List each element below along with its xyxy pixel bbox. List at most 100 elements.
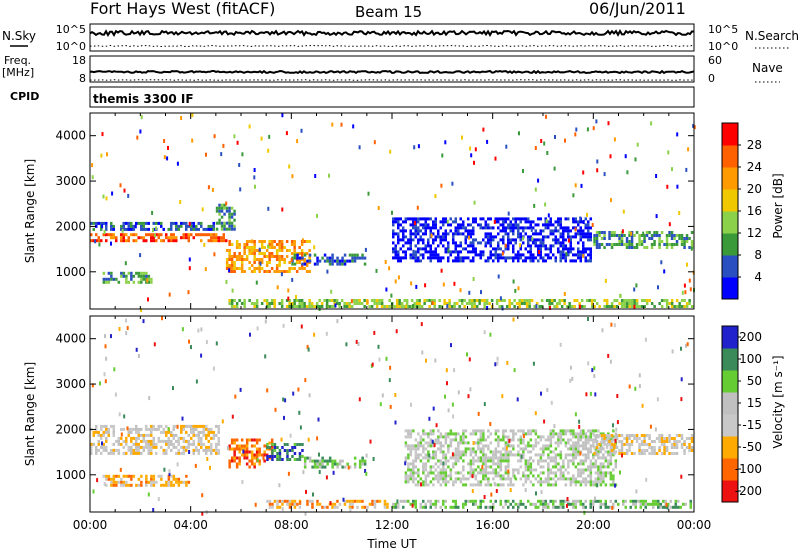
x-axis-label: Time UT [366, 537, 417, 551]
power-ylabel: Slant Range [km] [23, 159, 37, 263]
power-colorbar-label-1: 24 [747, 160, 762, 174]
xtick-label-1: 04:00 [173, 518, 208, 532]
velocity-band-3 [266, 443, 304, 461]
velocity-colorbar-swatch-1 [722, 458, 738, 481]
nsky-panel: N.Sky 10^5 10^0 10^5 10^0 N.Search [2, 23, 799, 53]
power-ytick-label-2: 2000 [55, 219, 86, 233]
velocity-colorbar: 200 100 50 15 -15 -50 -100 -200 [721, 325, 762, 503]
power-colorbar-label-3: 16 [747, 204, 762, 218]
power-band-3 [225, 240, 311, 273]
velocity-colorbar-frame [721, 325, 739, 503]
velocity-colorbar-swatch-2 [722, 436, 738, 459]
power-colorbar-label-5: 8 [754, 248, 762, 262]
xtick-label-2: 08:00 [274, 518, 309, 532]
freq-trace [89, 69, 695, 75]
nave-tick-bottom: 0 [708, 72, 715, 85]
velocity-colorbar-label-3: 15 [747, 396, 762, 410]
power-colorbar-swatch-0 [722, 277, 738, 300]
velocity-colorbar-label-1: 100 [739, 352, 762, 366]
power-colorbar-label: Power [dB] [771, 173, 785, 238]
power-band-6 [392, 217, 592, 263]
power-ytick-label-3: 1000 [55, 265, 86, 279]
xtick-label-3: 12:00 [375, 518, 410, 532]
velocity-colorbar-label-5: -50 [742, 440, 762, 454]
velocity-band-8 [392, 499, 692, 509]
power-band-7 [593, 231, 694, 249]
power-data-layer [90, 113, 696, 313]
power-band-4 [215, 203, 236, 231]
power-colorbar-label-6: 4 [754, 270, 762, 284]
xtick-label-5: 20:00 [576, 518, 611, 532]
freq-label-line1: Freq. [4, 54, 31, 67]
power-colorbar-swatch-3 [722, 211, 738, 234]
power-colorbar-swatch-1 [722, 255, 738, 278]
velocity-colorbar-label-7: -200 [735, 484, 762, 498]
power-colorbar-swatch-2 [722, 233, 738, 256]
nsearch-tick-bottom: 10^0 [708, 40, 738, 53]
velocity-x-ticks: 00:00 04:00 08:00 12:00 16:00 20:00 00:00 [73, 518, 712, 532]
cpid-panel: CPID themis 3300 IF [10, 86, 695, 108]
velocity-band-7 [266, 499, 389, 509]
nave-label: Nave [752, 61, 783, 75]
velocity-colorbar-label: Velocity [m s⁻¹] [771, 355, 785, 448]
xtick-label-4: 16:00 [475, 518, 510, 532]
velocity-noise [91, 316, 689, 516]
power-band-5 [291, 253, 367, 266]
velocity-ytick-label-1: 3000 [55, 377, 86, 391]
cpid-program: themis 3300 IF [93, 92, 194, 106]
velocity-band-1 [102, 474, 191, 487]
station-title: Fort Hays West (fitACF) [90, 0, 275, 18]
power-colorbar-swatch-7 [722, 123, 738, 146]
velocity-ytick-label-2: 2000 [55, 422, 86, 436]
velocity-panel: 4000 3000 2000 1000 00:00 04:00 08:00 12:00 16:… [23, 315, 785, 551]
beam-title: Beam 15 [355, 3, 422, 21]
xtick-label-0: 00:00 [73, 518, 108, 532]
nsky-tick-top: 10^5 [56, 23, 86, 36]
power-colorbar-swatch-6 [722, 145, 738, 168]
power-band-1 [90, 221, 215, 231]
date-title: 06/Jun/2011 [589, 0, 686, 18]
freq-tick-top: 18 [72, 54, 86, 67]
power-ytick-label-1: 3000 [55, 174, 86, 188]
velocity-data-layer [90, 316, 694, 516]
nsearch-trace [89, 44, 695, 48]
cpid-label: CPID [10, 90, 39, 103]
power-band-0 [90, 233, 228, 243]
velocity-band-4 [303, 456, 367, 469]
power-ytick-label-0: 4000 [55, 129, 86, 143]
power-noise [91, 113, 696, 313]
power-panel: 4000 3000 2000 1000 Slant Range [km] 28 24 20… [23, 112, 785, 313]
power-colorbar-swatch-4 [722, 189, 738, 212]
nsearch-label: N.Search [745, 29, 799, 43]
power-colorbar-label-0: 28 [747, 138, 762, 152]
power-colorbar-label-2: 20 [747, 182, 762, 196]
velocity-band-6 [593, 434, 694, 455]
velocity-band-5 [404, 429, 618, 487]
velocity-ytick-label-3: 1000 [55, 468, 86, 482]
freq-panel: Freq. [MHz] 18 8 60 0 Nave [2, 54, 783, 85]
velocity-colorbar-swatch-5 [722, 370, 738, 393]
velocity-colorbar-swatch-0 [722, 480, 738, 503]
nsky-tick-bottom: 10^0 [56, 40, 86, 53]
freq-label-line2: [MHz] [2, 66, 34, 79]
velocity-colorbar-label-6: -100 [735, 462, 762, 476]
velocity-ytick-label-0: 4000 [55, 332, 86, 346]
nsky-label: N.Sky [2, 29, 36, 43]
velocity-colorbar-label-4: -15 [742, 418, 762, 432]
nsearch-tick-top: 10^5 [708, 23, 738, 36]
velocity-colorbar-label-0: 200 [739, 330, 762, 344]
freq-tick-bottom: 8 [79, 72, 86, 85]
velocity-band-0 [90, 424, 220, 455]
nsky-trace [89, 28, 695, 38]
power-band-2 [102, 271, 153, 284]
power-colorbar: 28 24 20 16 12 8 4 [721, 122, 762, 300]
velocity-colorbar-swatch-4 [722, 392, 738, 415]
velocity-colorbar-swatch-3 [722, 414, 738, 437]
velocity-colorbar-swatch-6 [722, 348, 738, 371]
velocity-colorbar-swatch-7 [722, 326, 738, 349]
power-colorbar-label-4: 12 [747, 226, 762, 240]
xtick-label-6: 00:00 [677, 518, 712, 532]
power-colorbar-swatch-5 [722, 167, 738, 190]
velocity-y-ticks: 4000 3000 2000 1000 [55, 332, 694, 482]
